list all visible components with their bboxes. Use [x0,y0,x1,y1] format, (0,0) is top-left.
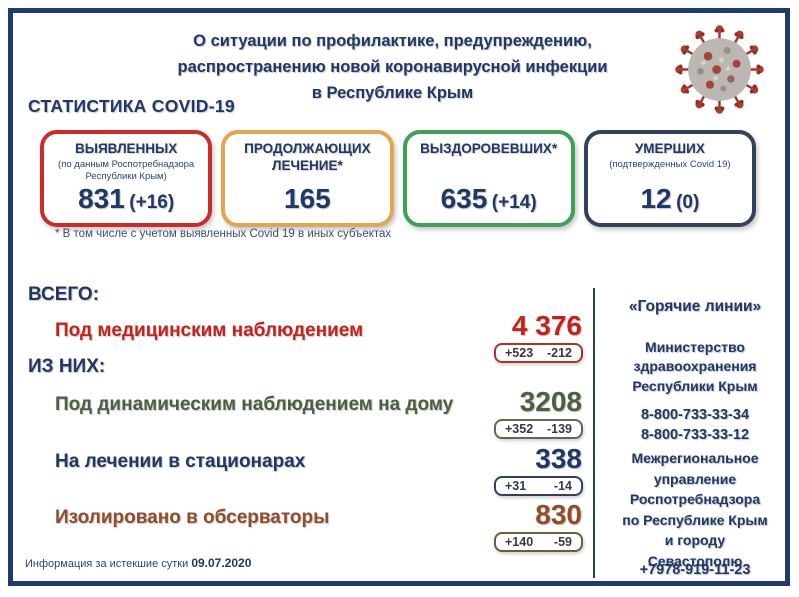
vertical-divider [593,288,595,578]
delta-pill-medical-observation: +523 -212 [494,343,583,363]
delta-plus: +352 [505,422,534,436]
stat-card-detected: ВЫЯВЛЕННЫХ (по данным Роспотребнадзора Р… [40,130,213,227]
row-label-home-observation: Под динамическим наблюдением на дому [55,394,454,415]
stat-card-in-treatment: ПРОДОЛЖАЮЩИХ ЛЕЧЕНИЕ* 165 [221,130,394,227]
delta-plus: +31 [505,479,527,493]
card-title: ВЫЗДОРОВЕВШИХ* [420,141,558,156]
card-value-line: 635 (+14) [411,183,567,215]
row-value-isolated-observators: 830 [535,499,582,530]
delta-pill-hospital-treatment: +31 -14 [494,476,583,496]
card-delta: (0) [676,191,700,213]
card-title: ПРОДОЛЖАЮЩИХ ЛЕЧЕНИЕ* [244,141,371,173]
card-subtitle: (подтвержденных Covid 19) [609,158,731,170]
footer-info: Информация за истекшие сутки 09.07.2020 [25,556,251,570]
delta-minus: -14 [553,479,572,493]
row-label-isolated-observators: Изолировано в обсерваторы [55,507,330,528]
stat-card-deceased: УМЕРШИХ (подтвержденных Covid 19) 12 (0) [583,130,756,227]
card-title: ВЫЯВЛЕННЫХ [74,141,178,156]
row-label-medical-observation: Под медицинским наблюдением [55,320,364,341]
row-value-medical-observation: 4 376 [511,310,582,341]
card-value: 635 [440,182,488,214]
card-delta: (+14) [491,191,537,213]
hotlines-heading: «Горячие линии» [628,298,762,315]
card-value-line: 165 [229,183,385,215]
card-value: 165 [284,182,331,214]
stat-cards-row: ВЫЯВЛЕННЫХ (по данным Роспотребнадзора Р… [40,130,756,227]
ministry-phones: 8-800-733-33-34 8-800-733-33-12 [640,407,750,443]
delta-plus: +140 [505,535,534,549]
footer-date: 09.07.2020 [191,556,252,570]
card-value-line: 12 (0) [592,183,748,215]
rospotrebnadzor-phone: +7978-919-11-23 [639,562,751,578]
rospotrebnadzor-name: Межрегиональное управление Роспотребнадз… [622,450,768,569]
total-section-label: ВСЕГО: [28,284,100,305]
card-value: 12 [640,182,672,214]
card-subtitle: (по данным Роспотребнадзора Республики К… [58,158,195,182]
delta-minus: -59 [553,535,572,549]
stat-card-recovered: ВЫЗДОРОВЕВШИХ* 635 (+14) [402,130,575,227]
delta-pill-home-observation: +352 -139 [494,419,583,439]
ministry-name: Министерство здравоохранения Республики … [632,339,758,394]
delta-minus: -212 [546,346,572,360]
page-title: О ситуации по профилактике, предупрежден… [177,32,608,103]
card-title: УМЕРШИХ [634,141,705,156]
card-delta: (+16) [129,191,175,213]
row-label-hospital-treatment: На лечении в стационарах [55,451,306,472]
coronavirus-icon [673,23,766,116]
delta-plus: +523 [505,346,534,360]
delta-minus: -139 [546,422,572,436]
footnote: * В том числе с учетом выявленных Covid … [55,228,392,240]
card-value: 831 [78,182,125,214]
page-frame [8,8,790,586]
card-value-line: 831 (+16) [48,183,204,215]
row-value-hospital-treatment: 338 [535,443,582,474]
of-them-section-label: ИЗ НИХ: [28,356,106,377]
footer-label: Информация за истекшие сутки [25,558,189,570]
stats-heading: СТАТИСТИКА COVID-19 [28,96,235,116]
row-value-home-observation: 3208 [519,386,582,417]
delta-pill-isolated-observators: +140 -59 [494,532,583,552]
